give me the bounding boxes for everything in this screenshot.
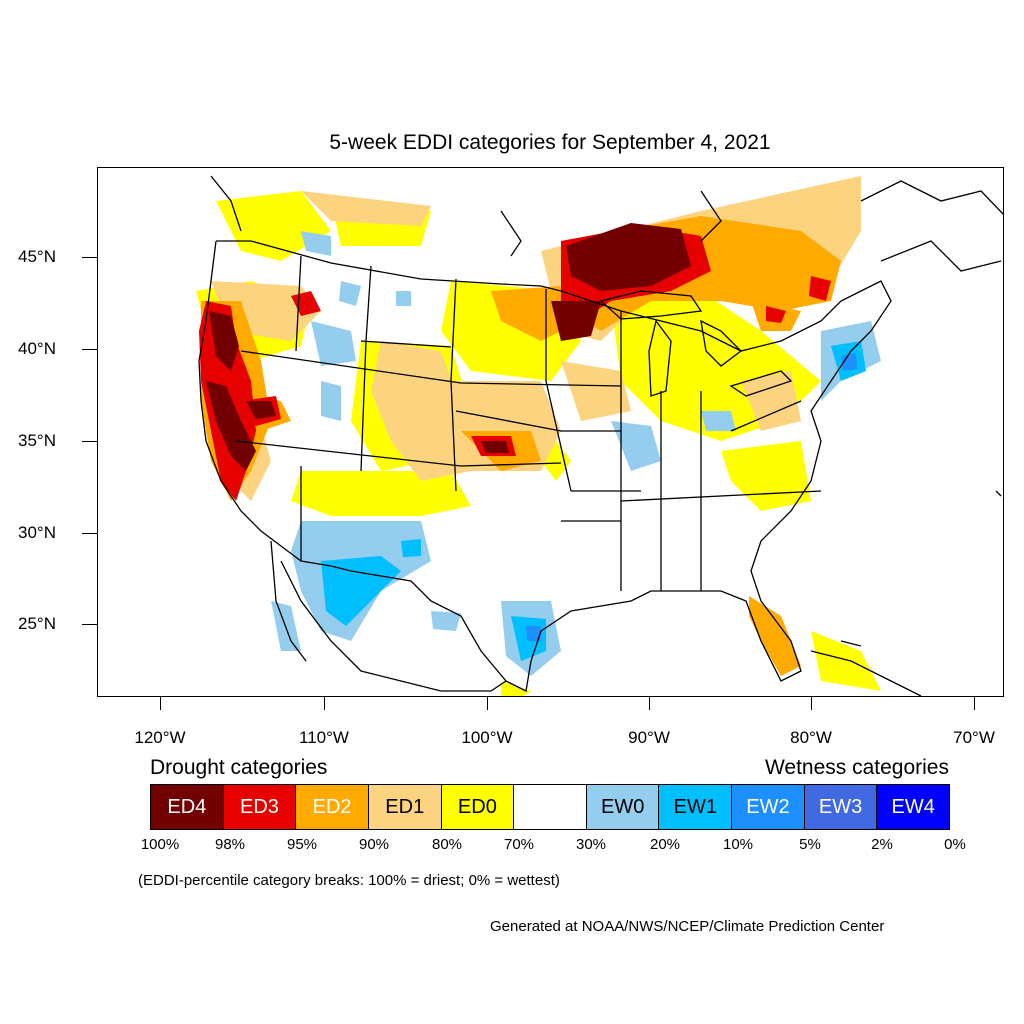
legend-ew4: EW4 <box>877 785 950 829</box>
percentile-label: 70% <box>503 836 535 853</box>
legend-ew1: EW1 <box>659 785 733 829</box>
lat-tick <box>82 441 97 442</box>
percentile-label: 20% <box>649 836 681 853</box>
legend-ed1: ED1 <box>368 785 442 829</box>
legend-neutral <box>514 785 587 829</box>
lon-tick <box>487 697 488 710</box>
legend-ew3: EW3 <box>804 785 878 829</box>
lat-label: 45°N <box>18 247 56 266</box>
credit-line: Generated at NOAA/NWS/NCEP/Climate Predi… <box>490 918 885 935</box>
lon-label: 80°W <box>790 728 832 747</box>
lat-tick <box>82 257 97 258</box>
lon-label: 120°W <box>134 728 186 747</box>
legend-ed0: ED0 <box>441 785 515 829</box>
eddi-map <box>196 175 1003 696</box>
lat-label: 25°N <box>18 614 56 633</box>
boundaries <box>198 175 1003 696</box>
lon-tick <box>811 697 812 710</box>
legend-ed2: ED2 <box>296 785 369 829</box>
map-title: 5-week EDDI categories for September 4, … <box>329 131 771 154</box>
legend-ew2: EW2 <box>732 785 805 829</box>
map-panel[interactable] <box>97 167 1004 697</box>
legend-ed3: ED3 <box>223 785 297 829</box>
lat-label: 40°N <box>18 339 56 358</box>
lon-tick <box>649 697 650 710</box>
percentile-label: 80% <box>431 836 463 853</box>
ew2-regions <box>526 353 857 641</box>
percentile-label: 5% <box>799 836 821 853</box>
lat-label: 30°N <box>18 523 56 542</box>
percentile-label: 0% <box>944 836 966 853</box>
lon-label: 90°W <box>628 728 670 747</box>
percentile-label: 10% <box>722 836 754 853</box>
percentile-label: 90% <box>358 836 390 853</box>
percentile-label: 30% <box>575 836 607 853</box>
percentile-label: 2% <box>871 836 893 853</box>
legend-bar: ED4 ED3 ED2 ED1 ED0 EW0 EW1 EW2 EW3 EW4 <box>150 784 950 830</box>
lat-tick <box>82 533 97 534</box>
drought-heading: Drought categories <box>150 756 328 779</box>
lon-label: 110°W <box>299 728 349 747</box>
lon-tick <box>324 697 325 710</box>
lon-tick <box>160 697 161 710</box>
lat-tick <box>82 624 97 625</box>
percentile-label: 95% <box>286 836 318 853</box>
category-note: (EDDI-percentile category breaks: 100% =… <box>138 872 560 889</box>
wetness-heading: Wetness categories <box>764 756 949 779</box>
percentile-label: 98% <box>214 836 246 853</box>
lon-label: 70°W <box>953 728 995 747</box>
legend-ew0: EW0 <box>586 785 660 829</box>
lat-tick <box>82 349 97 350</box>
ed4-regions <box>206 223 691 471</box>
lat-label: 35°N <box>18 431 56 450</box>
legend-ed4: ED4 <box>151 785 224 829</box>
percentile-label: 100% <box>140 836 180 853</box>
lon-tick <box>974 697 975 710</box>
lon-label: 100°W <box>461 728 513 747</box>
